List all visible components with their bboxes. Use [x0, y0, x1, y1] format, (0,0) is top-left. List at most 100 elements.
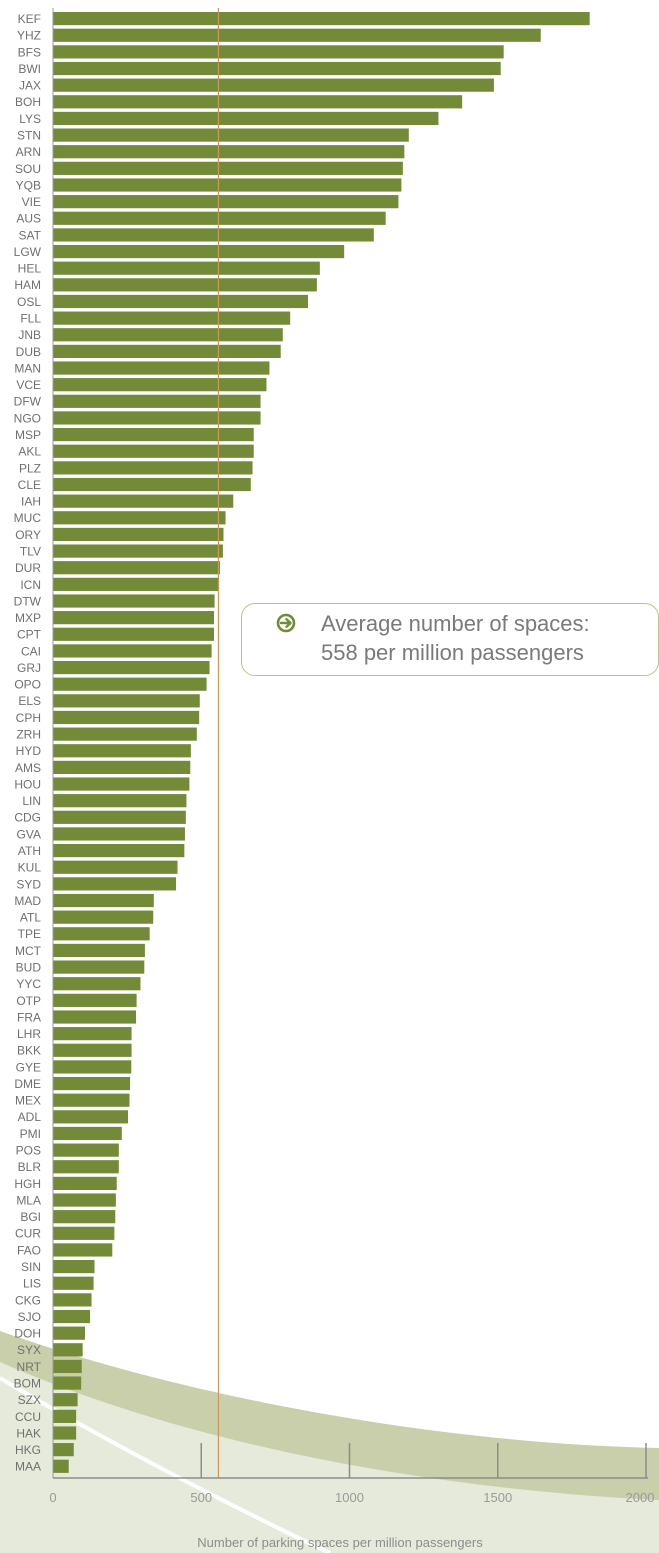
category-label-jax: JAX	[19, 79, 41, 93]
category-label-aus: AUS	[16, 212, 41, 226]
category-label-ccu: CCU	[15, 1410, 41, 1424]
bar-syd	[53, 877, 177, 891]
category-label-lis: LIS	[23, 1277, 41, 1291]
category-label-hgh: HGH	[14, 1177, 41, 1191]
bar-opo	[53, 677, 207, 691]
category-label-sjo: SJO	[18, 1310, 41, 1324]
category-label-osl: OSL	[17, 295, 41, 309]
x-tick-label-2000: 2000	[626, 1490, 655, 1505]
x-tick-label-500: 500	[190, 1490, 212, 1505]
bar-jnb	[53, 328, 283, 342]
bar-els	[53, 694, 200, 708]
category-label-hyd: HYD	[16, 744, 42, 758]
bar-cpt	[53, 627, 214, 641]
x-axis-label: Number of parking spaces per million pas…	[197, 1535, 483, 1550]
bar-lis	[53, 1276, 94, 1290]
bar-dur	[53, 561, 220, 575]
bar-cph	[53, 710, 200, 725]
bar-arn	[53, 145, 405, 159]
bar-lgw	[53, 244, 345, 259]
x-axis: 0 500 1000 1500 2000	[49, 8, 654, 1505]
category-label-lgw: LGW	[14, 245, 42, 259]
bar-hel	[53, 261, 320, 275]
category-label-yyc: YYC	[16, 977, 41, 991]
category-label-muc: MUC	[14, 511, 42, 525]
bar-lys	[53, 111, 439, 126]
bar-nrt	[53, 1359, 82, 1374]
callout-line-1: Average number of spaces:	[321, 611, 590, 636]
bar-mct	[53, 943, 145, 958]
bar-bom	[53, 1376, 82, 1390]
bar-ham	[53, 278, 317, 292]
bar-atl	[53, 910, 154, 924]
category-label-mla: MLA	[16, 1193, 41, 1207]
bar-szx	[53, 1393, 78, 1407]
bar-hak	[53, 1426, 77, 1440]
bar-gye	[53, 1060, 132, 1074]
average-callout: Average number of spaces: 558 per millio…	[241, 603, 659, 676]
bar-pmi	[53, 1126, 122, 1141]
background-swoosh-curve	[0, 1376, 331, 1553]
bar-cle	[53, 477, 251, 492]
category-label-hou: HOU	[14, 777, 41, 791]
bar-cdg	[53, 810, 186, 824]
category-label-bgi: BGI	[20, 1210, 41, 1224]
category-label-tlv: TLV	[20, 544, 41, 558]
bar-fao	[53, 1243, 113, 1257]
bar-aus	[53, 211, 386, 225]
category-label-sat: SAT	[19, 228, 42, 242]
bar-yyc	[53, 977, 141, 991]
category-label-ham: HAM	[14, 278, 41, 292]
bar-man	[53, 361, 270, 375]
category-label-cle: CLE	[18, 478, 41, 492]
bar-lhr	[53, 1027, 132, 1041]
category-label-cdg: CDG	[14, 811, 41, 825]
arrow-circle-icon	[276, 613, 296, 633]
category-label-lys: LYS	[19, 112, 41, 126]
bar-hyd	[53, 744, 191, 758]
bar-ngo	[53, 411, 261, 425]
category-label-szx: SZX	[18, 1393, 41, 1407]
category-label-bud: BUD	[16, 960, 42, 974]
bar-adl	[53, 1110, 129, 1124]
bar-sjo	[53, 1309, 91, 1324]
category-label-dme: DME	[14, 1077, 41, 1091]
category-label-jnb: JNB	[18, 328, 41, 342]
category-label-fao: FAO	[17, 1243, 41, 1257]
category-label-zrh: ZRH	[16, 728, 41, 742]
bar-osl	[53, 294, 308, 309]
bar-lin	[53, 794, 187, 808]
category-label-iah: IAH	[21, 495, 41, 509]
category-label-cur: CUR	[15, 1227, 41, 1241]
bar-dub	[53, 344, 281, 358]
bars	[53, 12, 590, 1473]
bar-tlv	[53, 544, 223, 558]
category-label-man: MAN	[14, 361, 41, 375]
category-label-stn: STN	[17, 128, 41, 142]
category-label-fra: FRA	[17, 1010, 41, 1024]
bar-dtw	[53, 594, 215, 608]
category-label-bwi: BWI	[18, 62, 41, 76]
category-label-kef: KEF	[18, 12, 41, 26]
bar-vce	[53, 378, 267, 392]
bar-blr	[53, 1160, 119, 1174]
category-label-bom: BOM	[14, 1376, 41, 1390]
category-label-cph: CPH	[16, 711, 41, 725]
category-label-ory: ORY	[15, 528, 41, 542]
bar-mla	[53, 1193, 116, 1207]
bar-sin	[53, 1260, 95, 1274]
category-label-vie: VIE	[22, 195, 41, 209]
category-label-els: ELS	[18, 694, 41, 708]
category-label-pmi: PMI	[20, 1127, 41, 1141]
x-tick-labels: 0 500 1000 1500 2000	[49, 1490, 654, 1505]
category-label-otp: OTP	[16, 994, 41, 1008]
bar-pos	[53, 1143, 119, 1157]
category-label-bkk: BKK	[17, 1044, 41, 1058]
category-label-arn: ARN	[16, 145, 41, 159]
category-label-hel: HEL	[18, 262, 42, 276]
category-label-syx: SYX	[17, 1343, 41, 1357]
bar-maa	[53, 1459, 69, 1473]
bar-plz	[53, 461, 253, 475]
category-label-boh: BOH	[15, 95, 41, 109]
background-swoosh-light	[0, 1362, 659, 1553]
